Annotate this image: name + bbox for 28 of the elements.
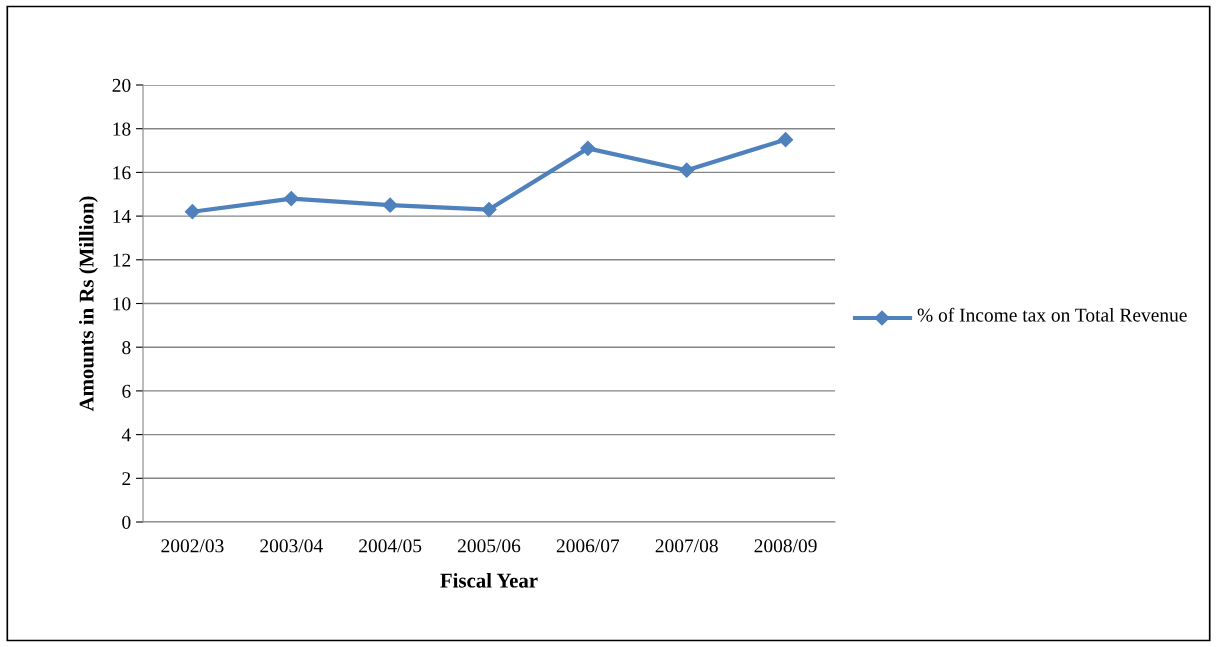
y-tick-label: 4 — [121, 428, 131, 442]
point — [283, 191, 299, 207]
x-tick-label: 2006/07 — [556, 539, 620, 553]
y-tick-label: 10 — [113, 297, 131, 311]
x-tick-label: 2005/06 — [457, 539, 521, 553]
legend-label: % of Income tax on Total Revenue — [917, 307, 1187, 322]
y-tick-label: 18 — [113, 122, 131, 136]
x-tick-label: 2002/03 — [161, 539, 224, 553]
x-axis-title: Fiscal Year — [440, 572, 538, 588]
x-tick-label: 2004/05 — [359, 539, 422, 553]
y-tick-label: 2 — [122, 472, 131, 486]
y-tick-label: 20 — [112, 78, 131, 92]
y-tick-label: 6 — [122, 384, 131, 398]
y-tick-label: 16 — [113, 166, 131, 180]
y-tick-label: 0 — [122, 515, 131, 529]
point — [184, 204, 200, 220]
point — [778, 132, 794, 148]
point — [481, 201, 497, 218]
y-tick-label: 12 — [113, 253, 131, 267]
y-axis-title: Amounts in Rs (Million) — [78, 196, 98, 412]
y-tick-label: 8 — [122, 341, 131, 355]
point — [679, 162, 695, 178]
x-tick-label: 2003/04 — [260, 539, 323, 553]
x-tick-label: 2008/09 — [754, 539, 817, 553]
point — [580, 140, 596, 156]
y-tick-label: 14 — [113, 210, 131, 223]
point — [382, 197, 398, 213]
x-tick-label: 2007/08 — [655, 539, 718, 553]
